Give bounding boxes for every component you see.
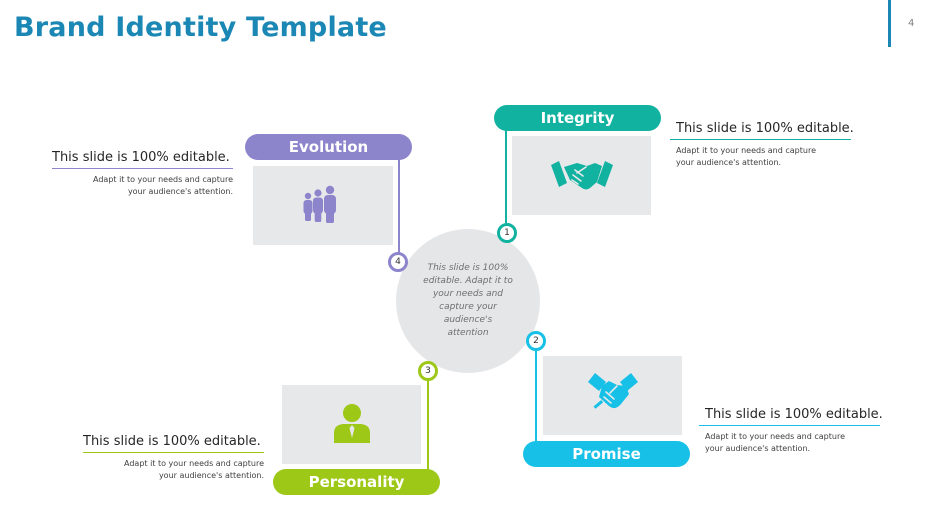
evolution-number: 4	[395, 257, 401, 267]
evolution-number-badge: 4	[388, 252, 408, 272]
promise-body: Adapt it to your needs and capture your …	[705, 432, 845, 453]
promise-card	[543, 356, 682, 435]
integrity-card	[512, 136, 651, 215]
personality-number: 3	[425, 366, 431, 376]
people-group-icon	[301, 182, 345, 230]
handshake-icon	[586, 370, 640, 422]
personality-body: Adapt it to your needs and capture your …	[124, 459, 264, 480]
personality-pill: Personality	[273, 469, 440, 495]
center-circle: This slide is 100% editable. Adapt it to…	[396, 229, 540, 373]
evolution-card	[253, 166, 393, 245]
personality-connector	[427, 381, 429, 470]
personality-heading: This slide is 100% editable.	[83, 434, 264, 453]
page-title: Brand Identity Template	[14, 12, 387, 43]
handshake-icon	[550, 154, 614, 198]
evolution-heading: This slide is 100% editable.	[52, 150, 233, 169]
integrity-body: Adapt it to your needs and capture your …	[676, 146, 816, 167]
promise-number: 2	[533, 336, 539, 346]
page-number: 4	[908, 18, 915, 29]
businessman-icon	[332, 402, 372, 448]
personality-card	[282, 385, 421, 464]
promise-heading: This slide is 100% editable.	[699, 407, 883, 426]
personality-text-block: This slide is 100% editable. Adapt it to…	[83, 434, 264, 482]
integrity-number: 1	[504, 228, 510, 238]
evolution-text-block: This slide is 100% editable. Adapt it to…	[52, 150, 233, 198]
promise-pill: Promise	[523, 441, 690, 467]
evolution-connector	[398, 158, 400, 253]
evolution-pill: Evolution	[245, 134, 412, 160]
evolution-body: Adapt it to your needs and capture your …	[93, 175, 233, 196]
promise-connector	[535, 351, 537, 444]
integrity-number-badge: 1	[497, 223, 517, 243]
personality-number-badge: 3	[418, 361, 438, 381]
promise-text-block: This slide is 100% editable. Adapt it to…	[699, 407, 883, 455]
integrity-pill: Integrity	[494, 105, 661, 131]
integrity-connector	[505, 130, 507, 223]
integrity-heading: This slide is 100% editable.	[670, 121, 854, 140]
header-divider	[888, 0, 891, 47]
promise-number-badge: 2	[526, 331, 546, 351]
center-text: This slide is 100% editable. Adapt it to…	[423, 263, 513, 338]
integrity-text-block: This slide is 100% editable. Adapt it to…	[670, 121, 854, 169]
